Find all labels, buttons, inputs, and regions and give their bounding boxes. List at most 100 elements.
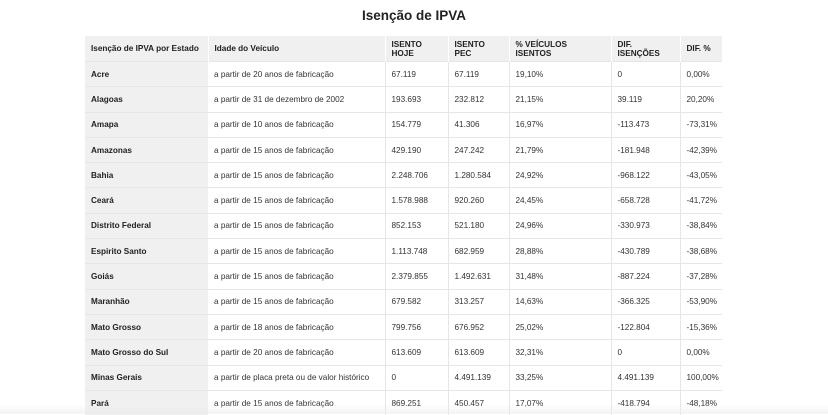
table-header-row: Isenção de IPVA por Estado Idade do Veíc…	[85, 36, 722, 62]
cell-diff-pct: -43,05%	[680, 163, 722, 188]
cell-state: Acre	[85, 62, 208, 87]
cell-diff-pct: -15,36%	[680, 314, 722, 339]
cell-diff-pct: 100,00%	[680, 365, 722, 390]
cell-state: Bahia	[85, 163, 208, 188]
cell-state: Mato Grosso do Sul	[85, 340, 208, 365]
column-header-exempt-pec: ISENTO PEC	[448, 36, 509, 62]
column-header-diff-exemptions: DIF. ISENÇÕES	[611, 36, 680, 62]
column-header-state: Isenção de IPVA por Estado	[85, 36, 208, 62]
cell-pct-exempt: 16,97%	[509, 112, 611, 137]
cell-diff-pct: 0,00%	[680, 340, 722, 365]
cell-state: Espirito Santo	[85, 239, 208, 264]
cell-vehicle-age: a partir de 15 anos de fabricação	[208, 163, 385, 188]
cell-exempt-today: 1.578.988	[385, 188, 448, 213]
cell-exempt-today: 429.190	[385, 137, 448, 162]
cell-pct-exempt: 33,25%	[509, 365, 611, 390]
cell-state: Distrito Federal	[85, 213, 208, 238]
cell-exempt-pec: 920.260	[448, 188, 509, 213]
cell-diff-exemptions: -658.728	[611, 188, 680, 213]
cell-exempt-today: 852.153	[385, 213, 448, 238]
cell-pct-exempt: 21,79%	[509, 137, 611, 162]
cell-diff-pct: -41,72%	[680, 188, 722, 213]
cell-exempt-pec: 41.306	[448, 112, 509, 137]
cell-state: Goiás	[85, 264, 208, 289]
cell-diff-exemptions: -366.325	[611, 289, 680, 314]
cell-state: Minas Gerais	[85, 365, 208, 390]
cell-diff-pct: 20,20%	[680, 87, 722, 112]
cell-exempt-today: 193.693	[385, 87, 448, 112]
cell-state: Alagoas	[85, 87, 208, 112]
ipva-table: Isenção de IPVA por Estado Idade do Veíc…	[85, 36, 723, 415]
cell-diff-exemptions: -181.948	[611, 137, 680, 162]
cell-exempt-today: 67.119	[385, 62, 448, 87]
cell-exempt-today: 679.582	[385, 289, 448, 314]
cell-vehicle-age: a partir de 31 de dezembro de 2002	[208, 87, 385, 112]
cell-vehicle-age: a partir de 15 anos de fabricação	[208, 264, 385, 289]
cell-diff-exemptions: -887.224	[611, 264, 680, 289]
cell-diff-exemptions: 0	[611, 62, 680, 87]
cell-vehicle-age: a partir de 15 anos de fabricação	[208, 239, 385, 264]
cell-pct-exempt: 21,15%	[509, 87, 611, 112]
cell-pct-exempt: 19,10%	[509, 62, 611, 87]
cell-exempt-pec: 247.242	[448, 137, 509, 162]
cell-exempt-today: 799.756	[385, 314, 448, 339]
cell-diff-pct: 0,00%	[680, 62, 722, 87]
cell-diff-pct: -42,39%	[680, 137, 722, 162]
cell-pct-exempt: 24,45%	[509, 188, 611, 213]
cell-exempt-today: 613.609	[385, 340, 448, 365]
cell-pct-exempt: 32,31%	[509, 340, 611, 365]
cell-pct-exempt: 14,63%	[509, 289, 611, 314]
cell-exempt-pec: 613.609	[448, 340, 509, 365]
column-header-vehicle-age: Idade do Veículo	[208, 36, 385, 62]
cell-vehicle-age: a partir de 20 anos de fabricação	[208, 340, 385, 365]
page-title: Isenção de IPVA	[0, 8, 828, 23]
cell-pct-exempt: 28,88%	[509, 239, 611, 264]
cell-state: Ceará	[85, 188, 208, 213]
cell-diff-exemptions: -113.473	[611, 112, 680, 137]
cell-diff-exemptions: 4.491.139	[611, 365, 680, 390]
cell-state: Maranhão	[85, 289, 208, 314]
cell-exempt-pec: 4.491.139	[448, 365, 509, 390]
cell-diff-pct: -73,31%	[680, 112, 722, 137]
ipva-table-container: Isenção de IPVA por Estado Idade do Veíc…	[85, 36, 722, 415]
cell-vehicle-age: a partir de 15 anos de fabricação	[208, 289, 385, 314]
bottom-fade	[0, 404, 828, 414]
cell-diff-pct: -37,28%	[680, 264, 722, 289]
column-header-exempt-today: ISENTO HOJE	[385, 36, 448, 62]
cell-vehicle-age: a partir de 18 anos de fabricação	[208, 314, 385, 339]
cell-state: Amazonas	[85, 137, 208, 162]
cell-diff-exemptions: -430.789	[611, 239, 680, 264]
cell-vehicle-age: a partir de 20 anos de fabricação	[208, 62, 385, 87]
column-header-pct-exempt: % VEÍCULOS ISENTOS	[509, 36, 611, 62]
cell-exempt-pec: 313.257	[448, 289, 509, 314]
cell-state: Mato Grosso	[85, 314, 208, 339]
cell-diff-exemptions: -330.973	[611, 213, 680, 238]
cell-exempt-pec: 676.952	[448, 314, 509, 339]
cell-vehicle-age: a partir de placa preta ou de valor hist…	[208, 365, 385, 390]
cell-exempt-pec: 682.959	[448, 239, 509, 264]
cell-diff-pct: -38,68%	[680, 239, 722, 264]
cell-diff-exemptions: 0	[611, 340, 680, 365]
cell-diff-pct: -38,84%	[680, 213, 722, 238]
cell-exempt-today: 1.113.748	[385, 239, 448, 264]
cell-diff-exemptions: -122.804	[611, 314, 680, 339]
column-header-diff-pct: DIF. %	[680, 36, 722, 62]
cell-vehicle-age: a partir de 15 anos de fabricação	[208, 188, 385, 213]
cell-vehicle-age: a partir de 15 anos de fabricação	[208, 137, 385, 162]
cell-exempt-today: 2.379.855	[385, 264, 448, 289]
cell-exempt-today: 154.779	[385, 112, 448, 137]
cell-pct-exempt: 25,02%	[509, 314, 611, 339]
cell-exempt-today: 2.248.706	[385, 163, 448, 188]
cell-vehicle-age: a partir de 10 anos de fabricação	[208, 112, 385, 137]
